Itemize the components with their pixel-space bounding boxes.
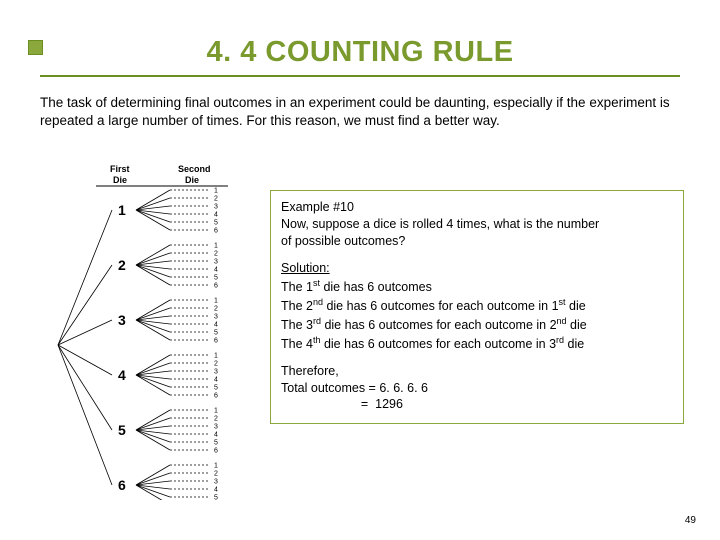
svg-text:6: 6 — [214, 338, 218, 345]
svg-text:2: 2 — [118, 257, 126, 273]
svg-text:1: 1 — [118, 202, 126, 218]
svg-text:2: 2 — [214, 416, 218, 423]
svg-text:2: 2 — [214, 196, 218, 203]
title-rule: 4. 4 COUNTING RULE — [40, 36, 680, 77]
example-heading: Example #10 — [281, 199, 673, 216]
tree-header-die-2: Die — [185, 175, 199, 185]
svg-text:1: 1 — [214, 463, 218, 470]
svg-text:1: 1 — [214, 298, 218, 305]
svg-text:3: 3 — [214, 369, 218, 376]
svg-text:5: 5 — [214, 275, 218, 282]
svg-text:4: 4 — [214, 432, 218, 439]
svg-text:4: 4 — [214, 322, 218, 329]
svg-text:3: 3 — [214, 424, 218, 431]
therefore-label: Therefore, — [281, 363, 673, 380]
svg-text:6: 6 — [214, 228, 218, 235]
tree-diagram: First Die Second Die 123456 123456123456… — [50, 160, 260, 500]
svg-text:1: 1 — [214, 353, 218, 360]
intro-paragraph: The task of determining final outcomes i… — [40, 94, 680, 130]
svg-text:2: 2 — [214, 361, 218, 368]
example-prompt-line1: Now, suppose a dice is rolled 4 times, w… — [281, 216, 673, 233]
svg-text:5: 5 — [118, 422, 126, 438]
tree-header-first: First — [110, 164, 130, 174]
page-number: 49 — [685, 515, 696, 526]
tree-first-die-labels: 1 2 3 4 5 6 — [118, 202, 126, 493]
tree-lines — [58, 190, 210, 500]
svg-text:3: 3 — [214, 259, 218, 266]
total-line: Total outcomes = 6. 6. 6. 6 — [281, 380, 673, 397]
svg-text:6: 6 — [214, 448, 218, 455]
svg-text:5: 5 — [214, 495, 218, 501]
svg-text:6: 6 — [118, 477, 126, 493]
tree-header-second: Second — [178, 164, 211, 174]
solution-line-2: The 2nd die has 6 outcomes for each outc… — [281, 296, 673, 315]
svg-text:2: 2 — [214, 251, 218, 258]
total-result: = 1296 — [281, 396, 673, 413]
svg-text:4: 4 — [214, 487, 218, 494]
svg-text:2: 2 — [214, 471, 218, 478]
slide-title: 4. 4 COUNTING RULE — [40, 36, 680, 75]
svg-text:1: 1 — [214, 408, 218, 415]
solution-line-3: The 3rd die has 6 outcomes for each outc… — [281, 315, 673, 334]
tree-second-die-labels: 123456123456123456123456123456123456 — [214, 188, 218, 501]
svg-text:1: 1 — [214, 188, 218, 195]
svg-text:3: 3 — [214, 479, 218, 486]
svg-text:5: 5 — [214, 330, 218, 337]
svg-text:5: 5 — [214, 220, 218, 227]
svg-text:4: 4 — [214, 212, 218, 219]
svg-text:4: 4 — [214, 267, 218, 274]
svg-text:2: 2 — [214, 306, 218, 313]
svg-text:6: 6 — [214, 393, 218, 400]
svg-text:6: 6 — [214, 283, 218, 290]
svg-text:3: 3 — [118, 312, 126, 328]
svg-text:3: 3 — [214, 314, 218, 321]
svg-text:4: 4 — [214, 377, 218, 384]
svg-text:5: 5 — [214, 385, 218, 392]
svg-text:3: 3 — [214, 204, 218, 211]
solution-label: Solution: — [281, 261, 330, 275]
svg-text:5: 5 — [214, 440, 218, 447]
svg-text:4: 4 — [118, 367, 126, 383]
solution-line-4: The 4th die has 6 outcomes for each outc… — [281, 334, 673, 353]
tree-header-die-1: Die — [113, 175, 127, 185]
svg-text:1: 1 — [214, 243, 218, 250]
example-prompt-line2: of possible outcomes? — [281, 233, 673, 250]
example-box: Example #10 Now, suppose a dice is rolle… — [270, 190, 684, 424]
solution-line-1: The 1st die has 6 outcomes — [281, 277, 673, 296]
